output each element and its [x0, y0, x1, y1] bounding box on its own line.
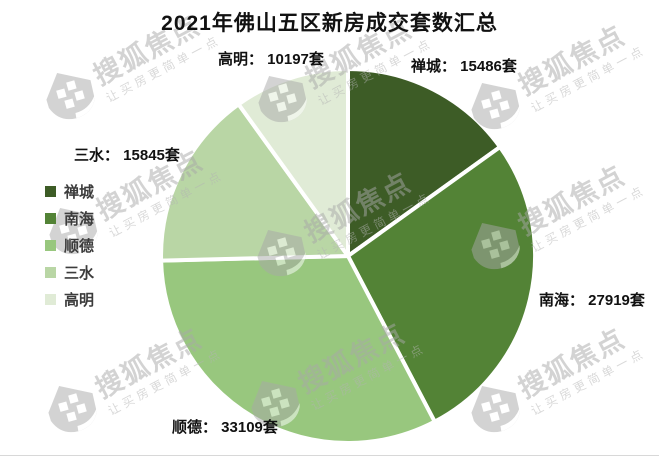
slice-label-nanhai: 南海： 27919套 [539, 292, 645, 309]
legend-swatch-gaoming [45, 293, 56, 305]
bottom-divider [0, 455, 659, 456]
legend-item-gaoming: 高明 [45, 291, 95, 309]
slice-label-chancheng: 禅城： 15486套 [411, 58, 517, 75]
legend-label: 顺德 [64, 237, 95, 255]
chart-title: 2021年佛山五区新房成交套数汇总 [161, 12, 498, 35]
legend-label: 南海 [64, 210, 95, 228]
slice-label-shunde: 顺德： 33109套 [172, 419, 278, 436]
slice-label-gaoming: 高明： 10197套 [218, 51, 324, 68]
pie-slice-禅城 [346, 67, 502, 258]
legend-label: 禅城 [64, 183, 95, 201]
legend-item-sanshui: 三水 [45, 264, 95, 282]
legend-swatch-shunde [45, 239, 56, 251]
legend-item-chancheng: 禅城 [45, 183, 95, 201]
slice-label-sanshui: 三水： 15845套 [74, 147, 180, 164]
legend-swatch-nanhai [45, 212, 56, 224]
legend-item-shunde: 顺德 [45, 237, 95, 255]
pie-slice-三水 [159, 102, 350, 263]
legend: 禅城 南海 顺德 三水 高明 [45, 183, 94, 318]
pie-slice-南海 [346, 145, 537, 424]
legend-item-nanhai: 南海 [45, 210, 95, 228]
legend-swatch-sanshui [45, 266, 56, 278]
legend-label: 三水 [64, 264, 95, 282]
legend-swatch-chancheng [45, 185, 56, 197]
legend-label: 高明 [64, 291, 95, 309]
